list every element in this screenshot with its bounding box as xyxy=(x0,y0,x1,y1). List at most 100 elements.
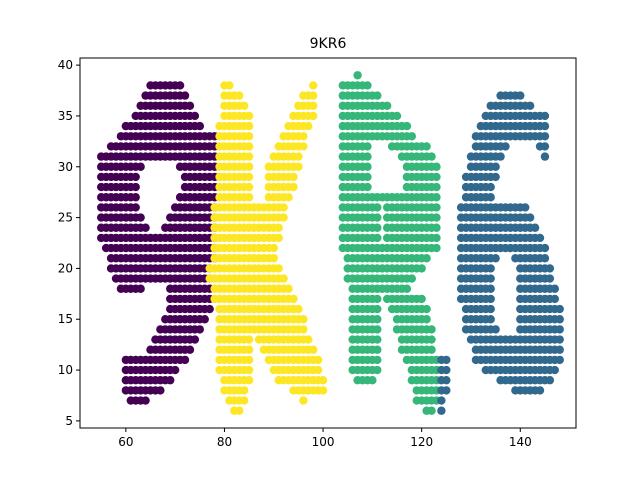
data-point xyxy=(363,142,372,151)
data-point xyxy=(525,101,535,110)
data-point xyxy=(313,365,323,375)
data-point xyxy=(279,213,288,222)
data-point xyxy=(545,274,555,283)
data-point xyxy=(166,376,175,385)
data-point xyxy=(427,406,436,415)
data-point xyxy=(239,396,249,405)
data-point xyxy=(244,111,254,121)
data-point xyxy=(225,81,234,90)
data-point xyxy=(244,355,254,365)
data-point xyxy=(540,243,550,253)
data-point xyxy=(496,152,505,161)
data-point xyxy=(141,396,150,405)
data-point xyxy=(432,193,441,202)
data-point xyxy=(141,223,150,232)
data-point xyxy=(491,325,500,334)
data-point xyxy=(244,162,254,171)
data-point xyxy=(555,355,564,365)
data-point xyxy=(309,111,318,121)
data-point xyxy=(136,162,145,171)
data-point xyxy=(180,91,190,100)
y-tick-label: 30 xyxy=(58,160,73,174)
data-point xyxy=(486,193,495,202)
data-point xyxy=(244,121,254,131)
series-4 xyxy=(437,91,564,415)
data-point xyxy=(299,132,308,141)
data-point xyxy=(550,365,559,375)
data-point xyxy=(289,172,298,182)
data-point xyxy=(501,142,510,151)
data-point xyxy=(363,81,372,90)
data-point xyxy=(432,182,441,192)
y-tick-label: 5 xyxy=(65,414,73,428)
data-point xyxy=(422,304,431,314)
data-point xyxy=(294,304,303,314)
data-point xyxy=(131,193,140,202)
data-point xyxy=(363,162,372,171)
data-point xyxy=(442,365,451,375)
x-tick-label: 140 xyxy=(509,435,532,449)
data-point xyxy=(284,193,293,202)
data-point xyxy=(363,182,372,192)
data-point xyxy=(244,365,254,375)
data-point xyxy=(530,223,540,232)
data-point xyxy=(550,284,559,293)
data-point xyxy=(309,81,318,90)
x-tick-label: 60 xyxy=(118,435,133,449)
data-point xyxy=(432,223,441,232)
data-point xyxy=(175,81,185,90)
data-point xyxy=(136,284,145,293)
plot-frame xyxy=(79,57,577,429)
data-point xyxy=(373,355,382,365)
data-point xyxy=(442,355,451,365)
data-point xyxy=(318,376,328,385)
data-point xyxy=(279,203,288,212)
data-point xyxy=(235,406,244,415)
data-point xyxy=(382,101,392,110)
data-point xyxy=(540,152,550,161)
data-point xyxy=(131,182,140,192)
data-point xyxy=(417,294,426,304)
data-point xyxy=(427,345,436,354)
data-point xyxy=(540,132,550,141)
data-point xyxy=(373,325,382,334)
data-point xyxy=(185,101,195,110)
data-point xyxy=(239,386,249,395)
data-point xyxy=(437,406,446,415)
data-point xyxy=(309,345,318,354)
data-point xyxy=(244,376,254,385)
data-point xyxy=(289,182,298,192)
chart-title: 9KR6 xyxy=(310,36,347,52)
data-point xyxy=(244,182,254,192)
data-point xyxy=(269,254,278,263)
data-point xyxy=(363,172,372,182)
data-point xyxy=(540,142,550,151)
data-point xyxy=(486,315,495,324)
data-point xyxy=(486,304,495,314)
data-point xyxy=(373,203,382,212)
data-point xyxy=(373,335,382,344)
data-point xyxy=(284,284,293,293)
data-point xyxy=(555,325,564,334)
data-point xyxy=(244,172,254,182)
data-point xyxy=(427,152,436,161)
data-point xyxy=(422,142,431,151)
data-point xyxy=(195,325,205,334)
data-point xyxy=(244,132,254,141)
data-point xyxy=(299,142,308,151)
data-point xyxy=(442,376,451,385)
y-tick-label: 35 xyxy=(58,109,73,123)
series-1 xyxy=(97,81,219,405)
data-point xyxy=(373,213,382,222)
data-point xyxy=(244,142,254,151)
data-point xyxy=(491,172,500,182)
data-point xyxy=(402,121,412,131)
data-point xyxy=(373,91,382,100)
data-point xyxy=(304,121,313,131)
data-point xyxy=(486,264,495,273)
data-point xyxy=(294,162,303,171)
y-tick-label: 40 xyxy=(58,58,73,72)
data-point xyxy=(550,294,559,304)
data-point xyxy=(269,243,278,253)
data-point xyxy=(363,152,372,161)
